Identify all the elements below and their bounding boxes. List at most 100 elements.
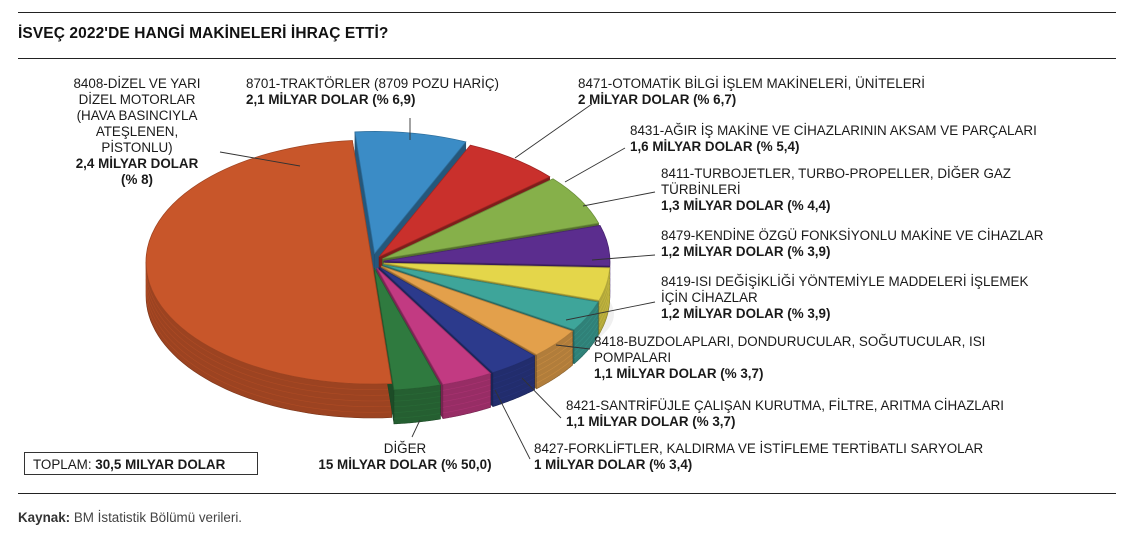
slice-8 (378, 266, 536, 374)
title-rule (18, 58, 1116, 59)
slice-value: 1 MİLYAR DOLAR (% 3,4) (534, 457, 693, 472)
slice-name: ATEŞLENEN, (95, 124, 179, 139)
slice-value: 1,6 MİLYAR DOLAR (% 5,4) (630, 139, 800, 154)
slice-label-11: DİĞER 15 MİLYAR DOLAR (% 50,0) (300, 441, 510, 473)
slice-9 (376, 267, 492, 386)
slice-11 (145, 140, 393, 385)
slice-value: (% 8) (121, 172, 153, 187)
bottom-rule (18, 493, 1116, 494)
leader-line-7 (565, 301, 656, 321)
source-text: BM İstatistik Bölümü verileri. (73, 510, 243, 525)
slice-name: 8419-ISI DEĞİŞİKLİĞİ YÖNTEMİYLE MADDELER… (661, 274, 1029, 289)
slice-rib (145, 267, 392, 391)
slice-rib (145, 278, 392, 402)
leader-line-9 (521, 377, 562, 419)
slice-rib (145, 273, 392, 396)
slice-label-4: 8431-AĞIR İŞ MAKİNE VE CİHAZLARININ AKSA… (630, 123, 1050, 155)
total-value: 30,5 MILYAR DOLAR (95, 457, 226, 472)
slice-7 (381, 265, 574, 356)
slice-rib (442, 401, 491, 414)
slice-rib (145, 284, 392, 408)
slice-value: 1,2 MİLYAR DOLAR (% 3,9) (661, 244, 831, 259)
slice-rib (573, 330, 599, 359)
top-rule (18, 12, 1116, 13)
slice-name: 8411-TURBOJETLER, TURBO-PROPELLER, DİĞER… (661, 166, 1011, 181)
slice-name: İÇİN CİHAZLAR (661, 290, 758, 305)
leader-line-3 (514, 103, 593, 159)
slice-label-9: 8421-SANTRİFÜJLE ÇALIŞAN KURUTMA, FİLTRE… (566, 398, 1086, 430)
slice-2 (378, 144, 551, 258)
slice-value: 1,3 MİLYAR DOLAR (% 4,4) (661, 198, 831, 213)
slice-value: 2,4 MİLYAR DOLAR (75, 156, 199, 171)
source-note: Kaynak: BM İstatistik Bölümü verileri. (18, 510, 242, 525)
leader-line-8 (555, 344, 591, 350)
slice-name: 8479-KENDİNE ÖZGÜ FONKSİYONLU MAKİNE VE … (661, 228, 1044, 243)
slice-label-3: 8471-OTOMATİK BİLGİ İŞLEM MAKİNELERİ, ÜN… (578, 76, 998, 108)
slice-3 (382, 178, 600, 260)
slice-value: 2,1 MİLYAR DOLAR (% 6,9) (246, 92, 416, 107)
slice-value: 1,1 MİLYAR DOLAR (% 3,7) (594, 366, 764, 381)
slice-label-1: 8408-DİZEL VE YARI DİZEL MOTORLAR (HAVA BA… (52, 76, 222, 188)
slice-rib (573, 318, 599, 347)
slice-rib (393, 401, 441, 408)
slice-name: 8408-DİZEL VE YARI (73, 76, 201, 91)
slice-rib (598, 273, 610, 307)
slice-rib (536, 336, 573, 361)
slice-rib (492, 378, 535, 396)
slice-rib (598, 290, 610, 324)
slice-label-10: 8427-FORKLİFTLER, KALDIRMA VE İSTİFLEME … (534, 441, 1074, 473)
slice-name: PİSTONLU) (101, 140, 173, 155)
slice-rib (394, 396, 441, 402)
leader-line-10 (494, 389, 531, 460)
slice-rib (442, 395, 491, 408)
leader-line-5 (582, 191, 656, 207)
slice-value: 2 MİLYAR DOLAR (% 6,7) (578, 92, 737, 107)
slice-name: POMPALARI (594, 350, 672, 365)
slice-name: (HAVA BASINCIYLA (76, 108, 198, 123)
slice-rib (536, 347, 573, 373)
slice-rib (492, 361, 535, 379)
chart-title: İSVEÇ 2022'DE HANGİ MAKİNELERİ İHRAÇ ETT… (18, 25, 389, 42)
slice-rib (536, 359, 573, 384)
slice-rib (442, 378, 491, 391)
slice-rib (393, 390, 441, 396)
slice-10 (373, 268, 441, 391)
slice-5 (383, 262, 611, 301)
slice-rib (598, 284, 610, 318)
slice-name: DİZEL MOTORLAR (78, 92, 196, 107)
slice-rib (573, 313, 599, 342)
slice-name: 8418-BUZDOLAPLARI, DONDURUCULAR, SOĞUTUC… (594, 334, 986, 349)
slice-label-8: 8418-BUZDOLAPLARI, DONDURUCULAR, SOĞUTUC… (594, 334, 1054, 382)
slice-value: 15 MİLYAR DOLAR (% 50,0) (318, 457, 492, 472)
slice-value: 1,1 MİLYAR DOLAR (% 3,7) (566, 414, 736, 429)
slice-rib (598, 279, 610, 312)
slice-rib (442, 384, 491, 397)
leader-line-11 (411, 419, 421, 438)
slice-name: TÜRBİNLERİ (661, 182, 741, 197)
slice-name: 8431-AĞIR İŞ MAKİNE VE CİHAZLARININ AKSA… (630, 123, 1037, 138)
slice-rib (442, 390, 491, 402)
slice-rib (536, 353, 573, 378)
slice-rib (145, 290, 392, 413)
slice-4 (383, 225, 611, 267)
slice-name: 8421-SANTRİFÜJLE ÇALIŞAN KURUTMA, FİLTRE… (566, 398, 1005, 413)
total-label: TOPLAM: (33, 457, 92, 472)
leader-line-1 (219, 151, 301, 167)
slice-value: 1,2 MİLYAR DOLAR (% 3,9) (661, 306, 831, 321)
slice-1 (354, 131, 467, 255)
total-box: TOPLAM: 30,5 MILYAR DOLAR (24, 452, 258, 475)
leader-line-6 (591, 254, 656, 261)
slice-rib (573, 307, 599, 336)
slice-rib (393, 407, 441, 413)
slice-label-6: 8479-KENDİNE ÖZGÜ FONKSİYONLU MAKİNE VE … (661, 228, 1081, 260)
slice-name: 8701-TRAKTÖRLER (8709 POZU HARİÇ) (246, 76, 500, 91)
slice-rib (492, 383, 535, 402)
slice-rib (598, 296, 610, 329)
leader-line-4 (564, 147, 626, 183)
slice-rib (394, 413, 441, 419)
slice-rib (492, 366, 535, 385)
slice-name: 8471-OTOMATİK BİLGİ İŞLEM MAKİNELERİ, ÜN… (578, 76, 926, 91)
slice-label-7: 8419-ISI DEĞİŞİKLİĞİ YÖNTEMİYLE MADDELER… (661, 274, 1101, 322)
slice-6 (382, 264, 599, 331)
